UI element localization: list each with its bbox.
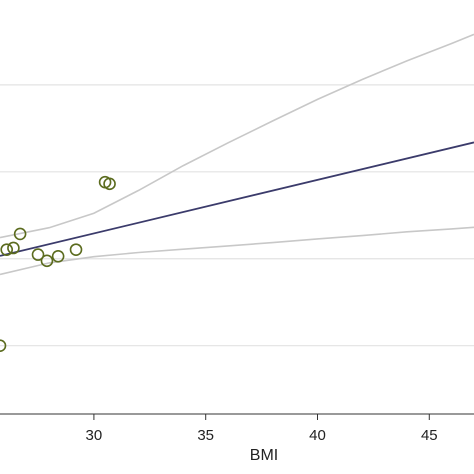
ci-upper-curve (0, 33, 474, 239)
data-point-4 (13, 227, 27, 241)
x-tick-label-45: 45 (421, 427, 438, 444)
data-point-3 (7, 241, 20, 255)
fit-line (0, 141, 474, 257)
data-point-8 (69, 243, 83, 256)
x-tick-label-35: 35 (197, 427, 214, 444)
ci-lower-curve (0, 226, 474, 276)
x-tick-label-40: 40 (309, 427, 326, 444)
x-axis-label: BMI (250, 447, 278, 464)
data-point-1 (0, 339, 7, 352)
data-points (0, 175, 116, 352)
data-point-5 (31, 248, 45, 261)
x-axis-ticks: 30 35 40 45 (86, 414, 438, 444)
data-point-2 (0, 243, 14, 256)
data-point-10 (103, 177, 116, 191)
data-point-6 (40, 254, 54, 268)
x-tick-label-30: 30 (86, 427, 103, 444)
gridlines (0, 84, 474, 347)
fit-line-layer (0, 141, 474, 257)
data-point-7 (51, 249, 65, 263)
confidence-band (0, 33, 474, 276)
